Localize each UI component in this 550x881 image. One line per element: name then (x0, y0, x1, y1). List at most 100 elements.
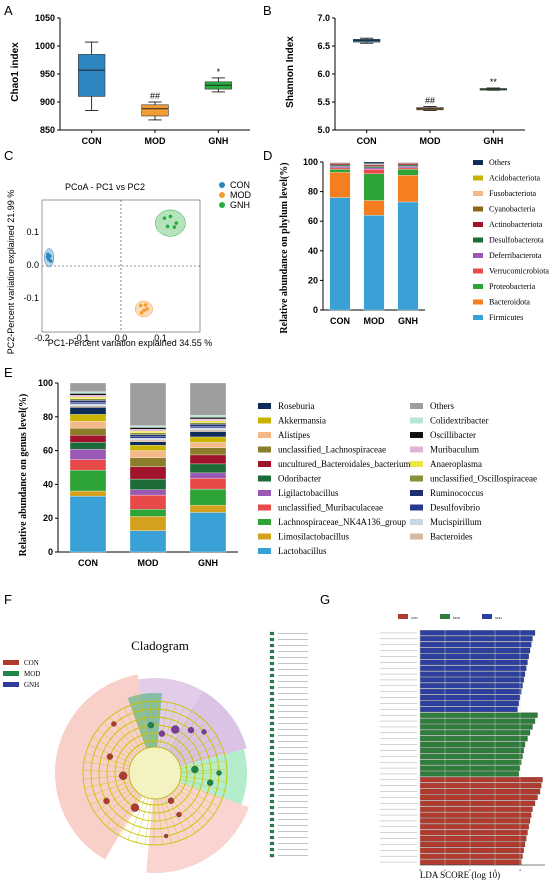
lda-bar-mod (419, 724, 533, 730)
bar-segment-uncultured-bacteroidales-bacterium (69, 435, 107, 443)
taxon-key-swatch (269, 643, 275, 648)
bar-segment-oscillibacter (69, 393, 107, 396)
lda-bar-gnh (419, 665, 527, 671)
legend-label: GNH (230, 200, 250, 210)
bar-segment-alistipes (129, 450, 167, 458)
panel-c-pcoa: C PCoA - PC1 vs PC2 PC1-Percent variatio… (4, 148, 251, 354)
clade-branch (84, 778, 130, 789)
clade-sector-con (54, 674, 155, 860)
clade-branch (159, 702, 168, 748)
y-tick-label: 40 (43, 479, 53, 489)
bar-segment-others (69, 382, 107, 392)
y-tick-label: 100 (38, 378, 53, 388)
legend-label: Cyanobacteria (489, 205, 536, 214)
legend-label: Others (430, 401, 454, 411)
clade-branch (127, 797, 146, 840)
taxon-key-swatch (269, 727, 275, 732)
legend-swatch (473, 315, 483, 320)
significance-mark: ## (425, 95, 435, 105)
point-mod (145, 307, 149, 311)
clade-branch (178, 743, 221, 763)
legend-swatch-con (3, 660, 19, 665)
x-tick-label: 0.1 (154, 333, 167, 343)
bar-segment-deferribacterota (363, 167, 385, 170)
legend-label: MOD (453, 616, 461, 620)
x-tick-label: CON (357, 136, 377, 146)
legend-label: Bacteroides (430, 532, 473, 542)
e-ylabel: Relative abundance on genus level(%) (18, 394, 29, 557)
bar-segment-ruminococcus (129, 434, 167, 437)
legend-swatch (473, 160, 483, 165)
bar-segment-colidextribacter (129, 425, 167, 428)
x-tick-label: 2 (469, 868, 471, 872)
x-tick-label: 0 (419, 868, 421, 872)
legend-label: unclassified_Muribaculaceae (278, 503, 383, 513)
legend-label: Limosilactobacillus (278, 532, 349, 542)
bar-segment-unclassified-oscillospiraceae (129, 432, 167, 435)
bar-segment-unclassified-oscillospiraceae (69, 398, 107, 401)
clade-branch (94, 786, 134, 813)
bar-segment-mucispirillum (69, 403, 107, 406)
bar-segment-roseburia (189, 431, 227, 438)
bar-segment-limosilactobacillus (69, 490, 107, 497)
bar-segment-anaeroplasma (129, 430, 167, 433)
legend-swatch (258, 533, 271, 540)
x-tick-label: CON (82, 136, 102, 146)
legend-label: Desulfovibrio (430, 503, 480, 513)
taxon-key-swatch (269, 715, 275, 720)
legend-swatch (258, 461, 271, 467)
lda-bar-con (419, 859, 522, 865)
clade-branch (153, 798, 155, 845)
legend-label: MOD (230, 190, 251, 200)
legend-swatch-mod (3, 671, 19, 676)
clade-branch (176, 787, 215, 815)
bar-segment-bacteroides (189, 429, 227, 432)
lda-bar-mod (419, 718, 536, 724)
bar-segment-deferribacterota (397, 166, 419, 169)
taxon-key-swatch (269, 823, 275, 828)
y-tick-label: 1000 (35, 41, 55, 51)
bar-segment-unclassified-lachnospiraceae (189, 447, 227, 456)
bar-segment-bacteroidota (329, 172, 351, 198)
y-tick-label: 0 (48, 547, 53, 557)
point-gnh (172, 225, 177, 229)
clade-node (130, 803, 140, 812)
lda-bar-con (419, 830, 528, 836)
legend-label: Anaeroplasma (430, 459, 482, 469)
y-tick-label: 40 (308, 246, 318, 256)
bar-segment-verrucomicrobiota (363, 169, 385, 174)
bar-segment-ruminococcus (189, 424, 227, 427)
bar-segment-unclassified-lachnospiraceae (69, 428, 107, 436)
bar-segment-mucispirillum (189, 427, 227, 430)
panel-letter-g: G (320, 592, 330, 607)
x-tick-label: -0.1 (74, 333, 90, 343)
b-ylabel: Shannon Index (285, 36, 296, 108)
x-tick-label: CON (78, 558, 98, 568)
x-tick-label: MOD (420, 136, 441, 146)
y-tick-label: 0.1 (26, 227, 39, 237)
bar-segment-others (129, 382, 167, 426)
x-tick-label: MOD (364, 316, 385, 326)
c-xlabel: PC1-Percent variation explained 34.55 % (48, 338, 213, 348)
lda-bar-gnh (419, 642, 532, 648)
legend-label: Firmicutes (489, 313, 523, 322)
panel-letter-e: E (4, 365, 13, 380)
y-tick-label: 80 (43, 412, 53, 422)
taxon-key-swatch (269, 703, 275, 708)
legend-label: GNH (495, 616, 502, 620)
y-tick-label: 6.0 (317, 69, 330, 79)
lda-bar-con (419, 783, 542, 789)
lda-bar-con (419, 806, 533, 812)
lda-bar-gnh (419, 700, 519, 707)
y-tick-label: 7.0 (317, 13, 330, 23)
panel-letter-d: D (263, 148, 272, 163)
clade-branch (180, 779, 225, 791)
point-gnh (165, 224, 170, 229)
point-mod (139, 311, 144, 315)
clade-node (187, 726, 195, 734)
bar-segment-lactobacillus (189, 512, 227, 553)
clade-node (171, 725, 180, 734)
taxon-key-swatch (269, 811, 275, 816)
taxon-key-swatch (269, 649, 275, 654)
legend-label: CON (411, 616, 418, 620)
